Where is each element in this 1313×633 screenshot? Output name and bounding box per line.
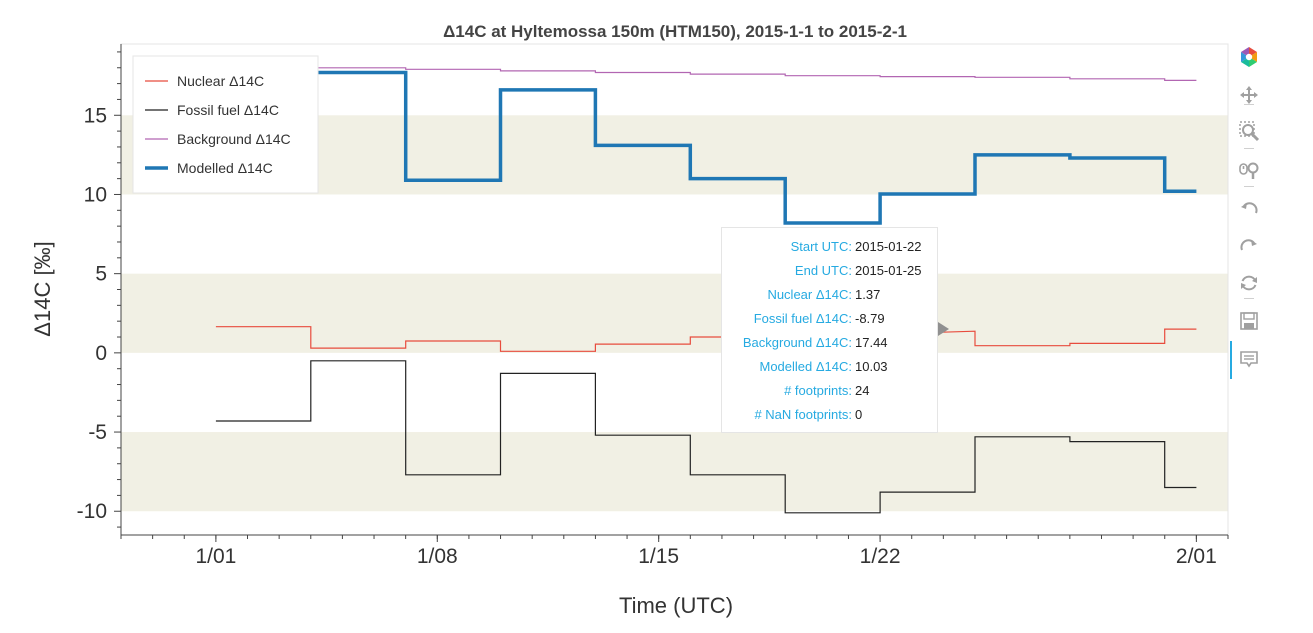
toolbar-separator [1244,298,1254,299]
band-layer [121,115,1228,512]
toolbar [1230,40,1270,380]
axes-layer: 15 10 5 0 -5 -10 1/01 1/08 1/15 1/22 2/01 [77,44,1229,568]
x-axis-title: Time (UTC) [619,593,733,618]
series-line-1 [215,360,1197,514]
y-tick-label-0: 15 [84,104,107,127]
toolbar-separator [1244,104,1254,105]
tooltip-value: 2015-01-25 [855,263,922,278]
tooltip-row: End UTC: 2015-01-25 [722,263,939,281]
wheel-zoom-tool-icon[interactable] [1236,157,1262,183]
x-tick-label-2: 1/15 [638,545,679,568]
tooltip-row: Modelled Δ14C: 10.03 [722,359,939,377]
active-tool-indicator [1230,341,1232,379]
series-line-3 [215,70,1197,225]
pan-tool-icon[interactable] [1236,82,1262,108]
x-tick-label-0: 1/01 [195,545,236,568]
tooltip-value: 1.37 [855,287,881,302]
x-tick-label-4: 2/01 [1176,545,1217,568]
tooltip-row: Background Δ14C: 17.44 [722,335,939,353]
series-line-0 [215,326,1197,352]
tooltip-label: Nuclear Δ14C: [767,287,852,302]
tooltip-row: Start UTC: 2015-01-22 [722,239,939,257]
series-line-2 [215,67,1197,82]
legend-label-1: Fossil fuel Δ14C [177,102,279,118]
y-axis-title: Δ14C [‰] [30,241,55,336]
box-zoom-tool-icon[interactable] [1236,118,1262,144]
tooltip-row: Fossil fuel Δ14C: -8.79 [722,311,939,329]
hover-tool-icon[interactable] [1236,346,1262,372]
toolbar-separator [1244,148,1254,149]
tooltip-value: 24 [855,383,870,398]
chart-title: Δ14C at Hyltemossa 150m (HTM150), 2015-1… [443,22,907,41]
save-tool-icon[interactable] [1236,308,1262,334]
tooltip-value: 0 [855,407,863,422]
tooltip-label: Start UTC: [790,239,852,254]
x-tick-label-1: 1/08 [417,545,458,568]
band-2 [121,432,1228,512]
redo-tool-icon[interactable] [1236,233,1262,259]
hover-tooltip: Start UTC: 2015-01-22 End UTC: 2015-01-25 Nu… [721,227,938,433]
y-tick-label-3: 0 [95,342,107,365]
tooltip-row: # NaN footprints: 0 [722,407,939,425]
tooltip-label: Background Δ14C: [742,335,852,350]
band-1 [121,273,1228,353]
legend-box [132,55,319,194]
tooltip-label: Modelled Δ14C: [759,359,852,374]
reset-tool-icon[interactable] [1236,270,1262,296]
y-tick-label-2: 5 [95,263,107,286]
bokeh-logo-icon [1236,44,1262,70]
legend-label-3: Modelled Δ14C [177,160,273,176]
undo-tool-icon[interactable] [1236,196,1262,222]
tooltip-label: # NaN footprints: [754,407,852,422]
tooltip-value: 17.44 [855,335,888,350]
tooltip-row: Nuclear Δ14C: 1.37 [722,287,939,305]
tooltip-value: 10.03 [855,359,888,374]
tooltip-label: Fossil fuel Δ14C: [753,311,852,326]
tooltip-value: -8.79 [855,311,885,326]
tooltip-row: # footprints: 24 [722,383,939,401]
tooltip-label: # footprints: [784,383,852,398]
tooltip-value: 2015-01-22 [855,239,922,254]
series-layer [215,67,1197,514]
x-tick-label-3: 1/22 [860,545,901,568]
tooltip-pointer [938,322,949,336]
legend: Nuclear Δ14C Fossil fuel Δ14C Background Δ… [132,55,319,194]
toolbar-separator [1244,186,1254,187]
legend-label-2: Background Δ14C [177,131,291,147]
tooltip-label: End UTC: [794,263,852,278]
y-tick-label-1: 10 [84,183,107,206]
legend-label-0: Nuclear Δ14C [177,73,264,89]
y-tick-label-5: -10 [77,500,107,523]
y-tick-label-4: -5 [88,421,107,444]
